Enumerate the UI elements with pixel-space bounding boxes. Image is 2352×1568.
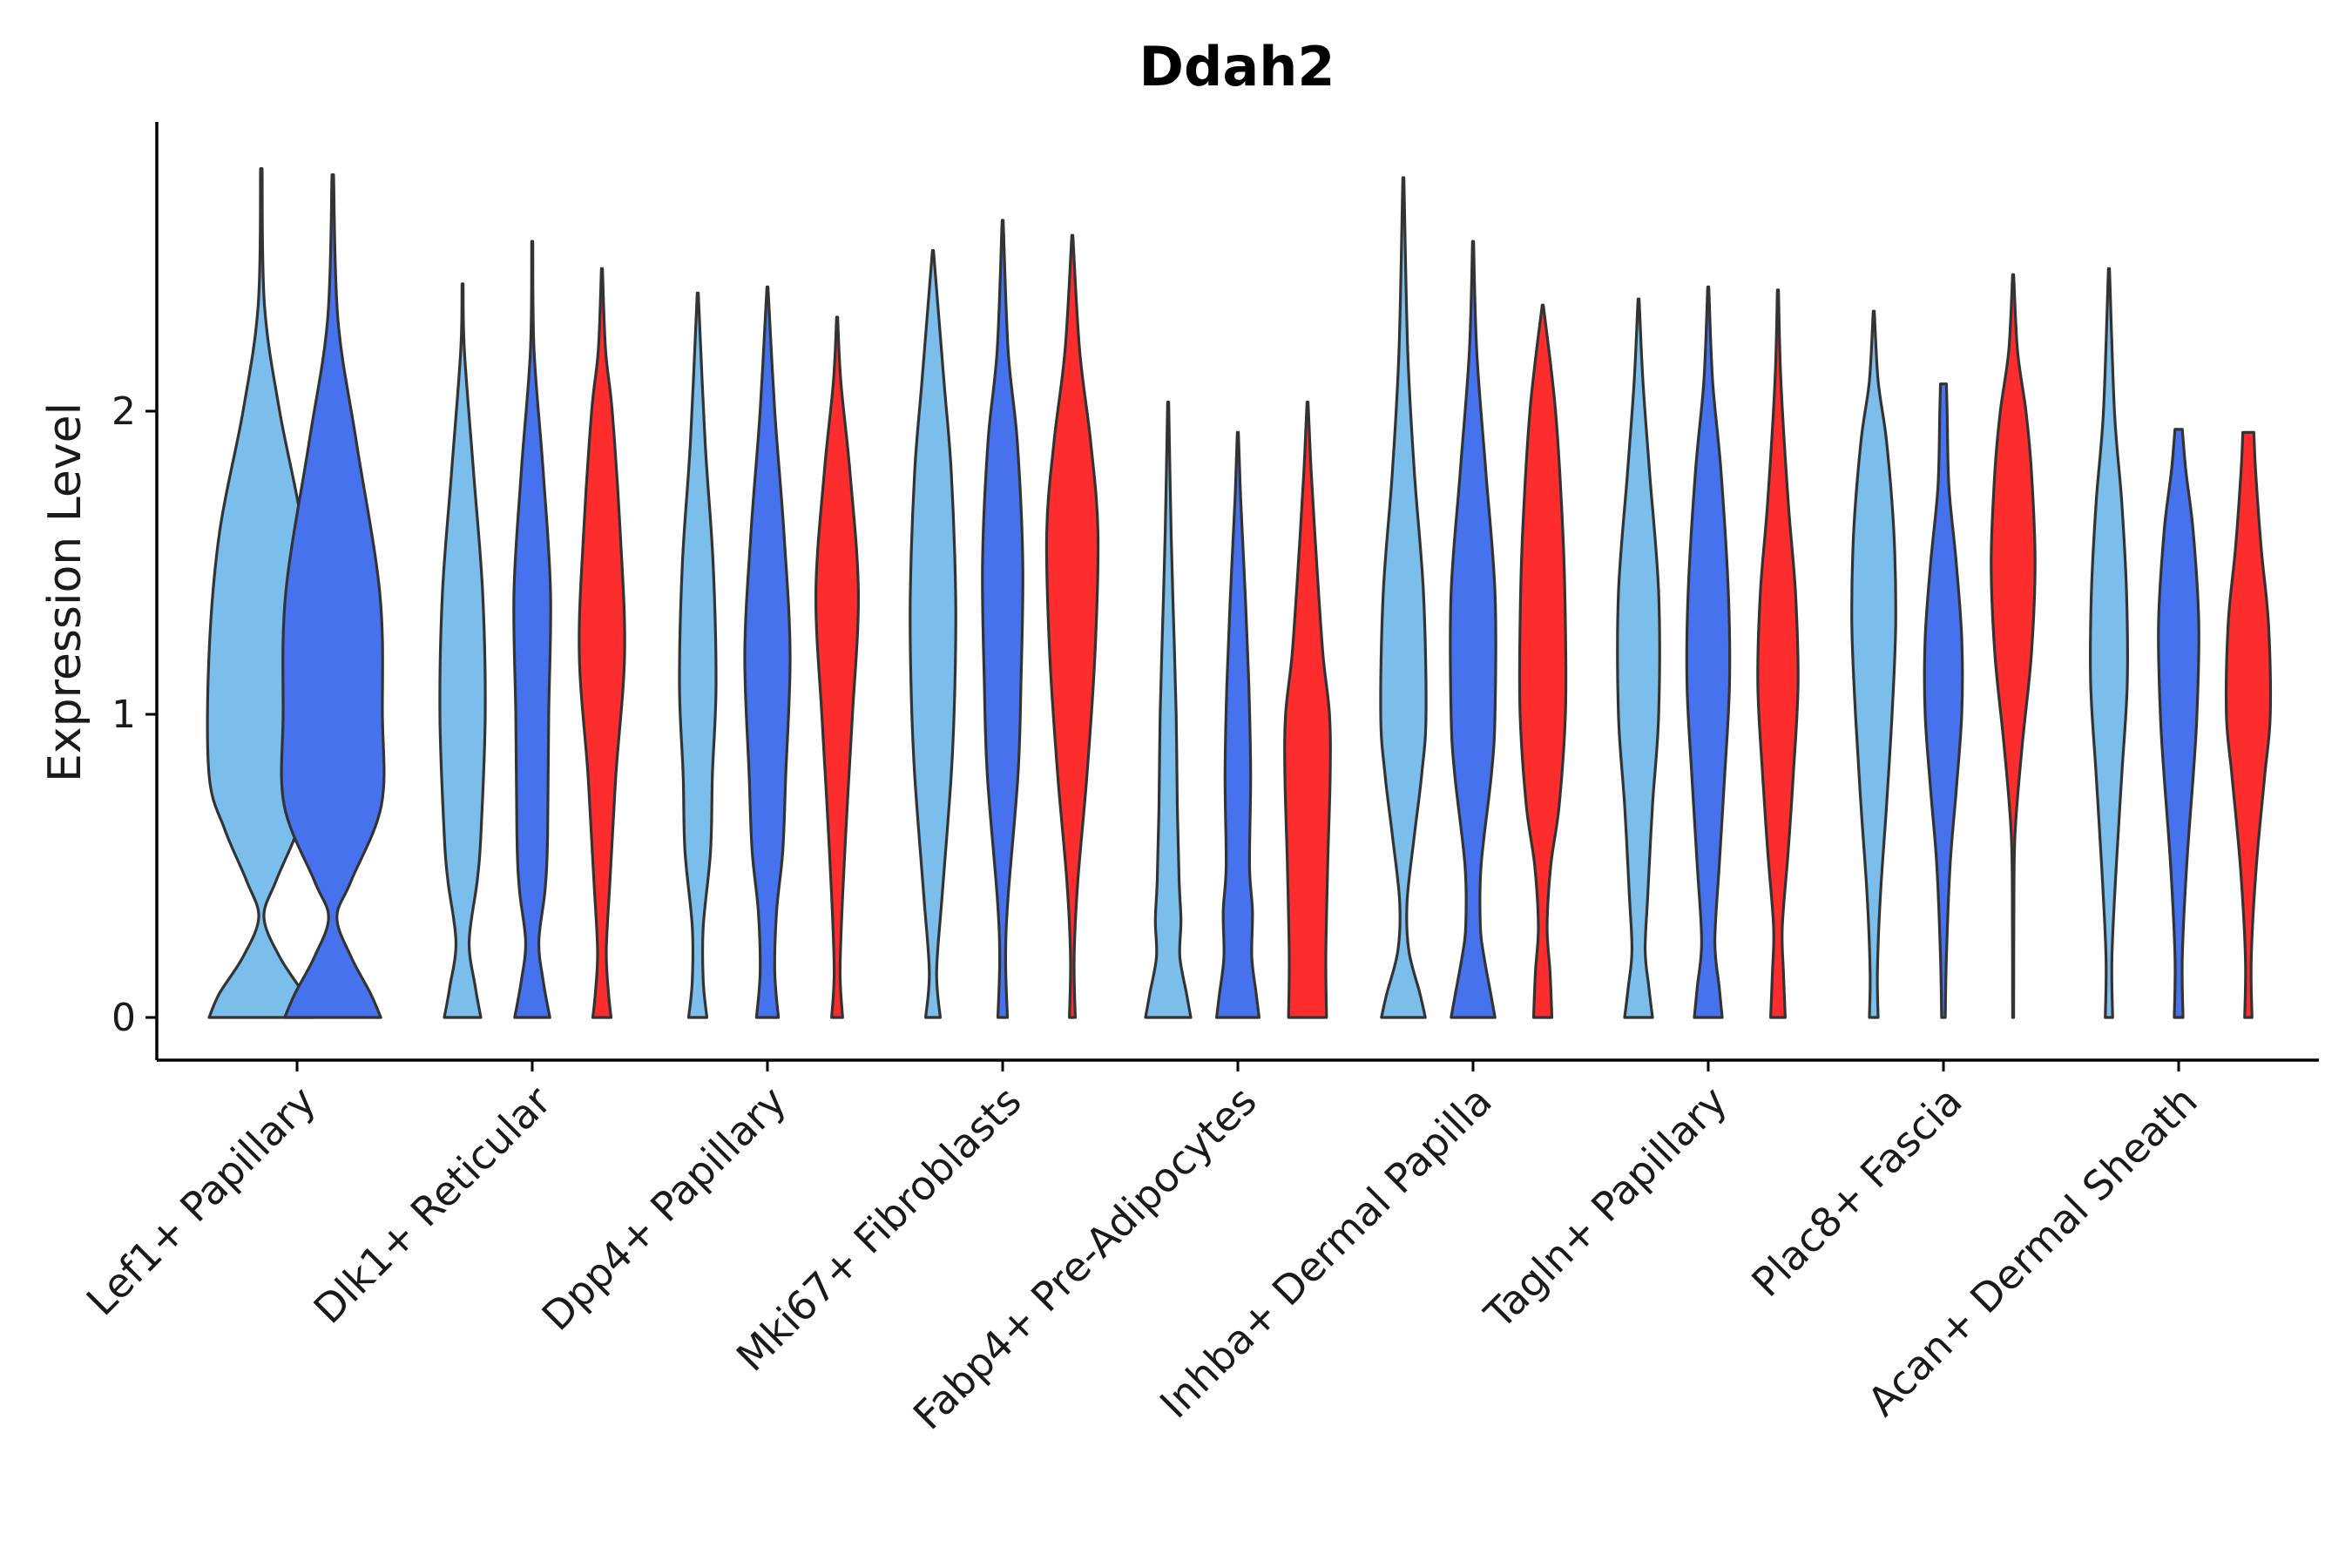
violin-4-series-3: [1044, 233, 1100, 1019]
violin-8-series-2: [1923, 382, 1964, 1019]
violin-6-series-1: [1379, 176, 1428, 1019]
violin-2-series-2: [512, 240, 552, 1019]
violin-3-series-3: [814, 315, 861, 1019]
violin-9-series-3: [2224, 430, 2273, 1019]
violin-1-series-2: [280, 173, 386, 1019]
violin-3-series-2: [743, 285, 792, 1019]
y-axis: 0 1 2: [112, 122, 159, 1060]
violin-8-series-1: [1850, 309, 1897, 1019]
violin-2-series-3: [578, 267, 626, 1019]
violin-4-series-1: [909, 249, 957, 1019]
x-tick-label: Plac8+ Fascia: [1742, 1078, 1970, 1306]
violin-8-series-3: [1990, 273, 2037, 1019]
violin-3-series-1: [678, 291, 718, 1019]
x-tick-label: Lef1+ Papillary: [78, 1078, 325, 1325]
violin-7-series-2: [1685, 285, 1732, 1019]
violin-7-series-1: [1616, 297, 1661, 1019]
y-tick-label: 2: [112, 389, 136, 434]
x-tick-label: Dlk1+ Reticular: [305, 1078, 560, 1333]
violin-5-series-1: [1144, 401, 1193, 1019]
violin-5-series-2: [1215, 430, 1260, 1019]
violin-5-series-3: [1283, 401, 1332, 1019]
y-tick-label: 1: [112, 693, 136, 737]
y-tick-label: 0: [112, 996, 136, 1040]
violin-7-series-3: [1756, 288, 1800, 1019]
violin-2-series-1: [438, 282, 487, 1019]
y-axis-label: Expression Level: [39, 402, 91, 782]
violin-6-series-2: [1449, 240, 1497, 1019]
chart-title: Ddah2: [1139, 35, 1335, 98]
violin-4-series-2: [981, 219, 1024, 1019]
x-tick-label: Tagln+ Papillary: [1475, 1078, 1736, 1339]
violin-6-series-3: [1517, 303, 1568, 1019]
violin-layer: [206, 167, 2273, 1019]
violin-9-series-1: [2088, 267, 2130, 1019]
violin-9-series-2: [2157, 428, 2200, 1019]
x-tick-label: Dpp4+ Papillary: [533, 1078, 795, 1340]
